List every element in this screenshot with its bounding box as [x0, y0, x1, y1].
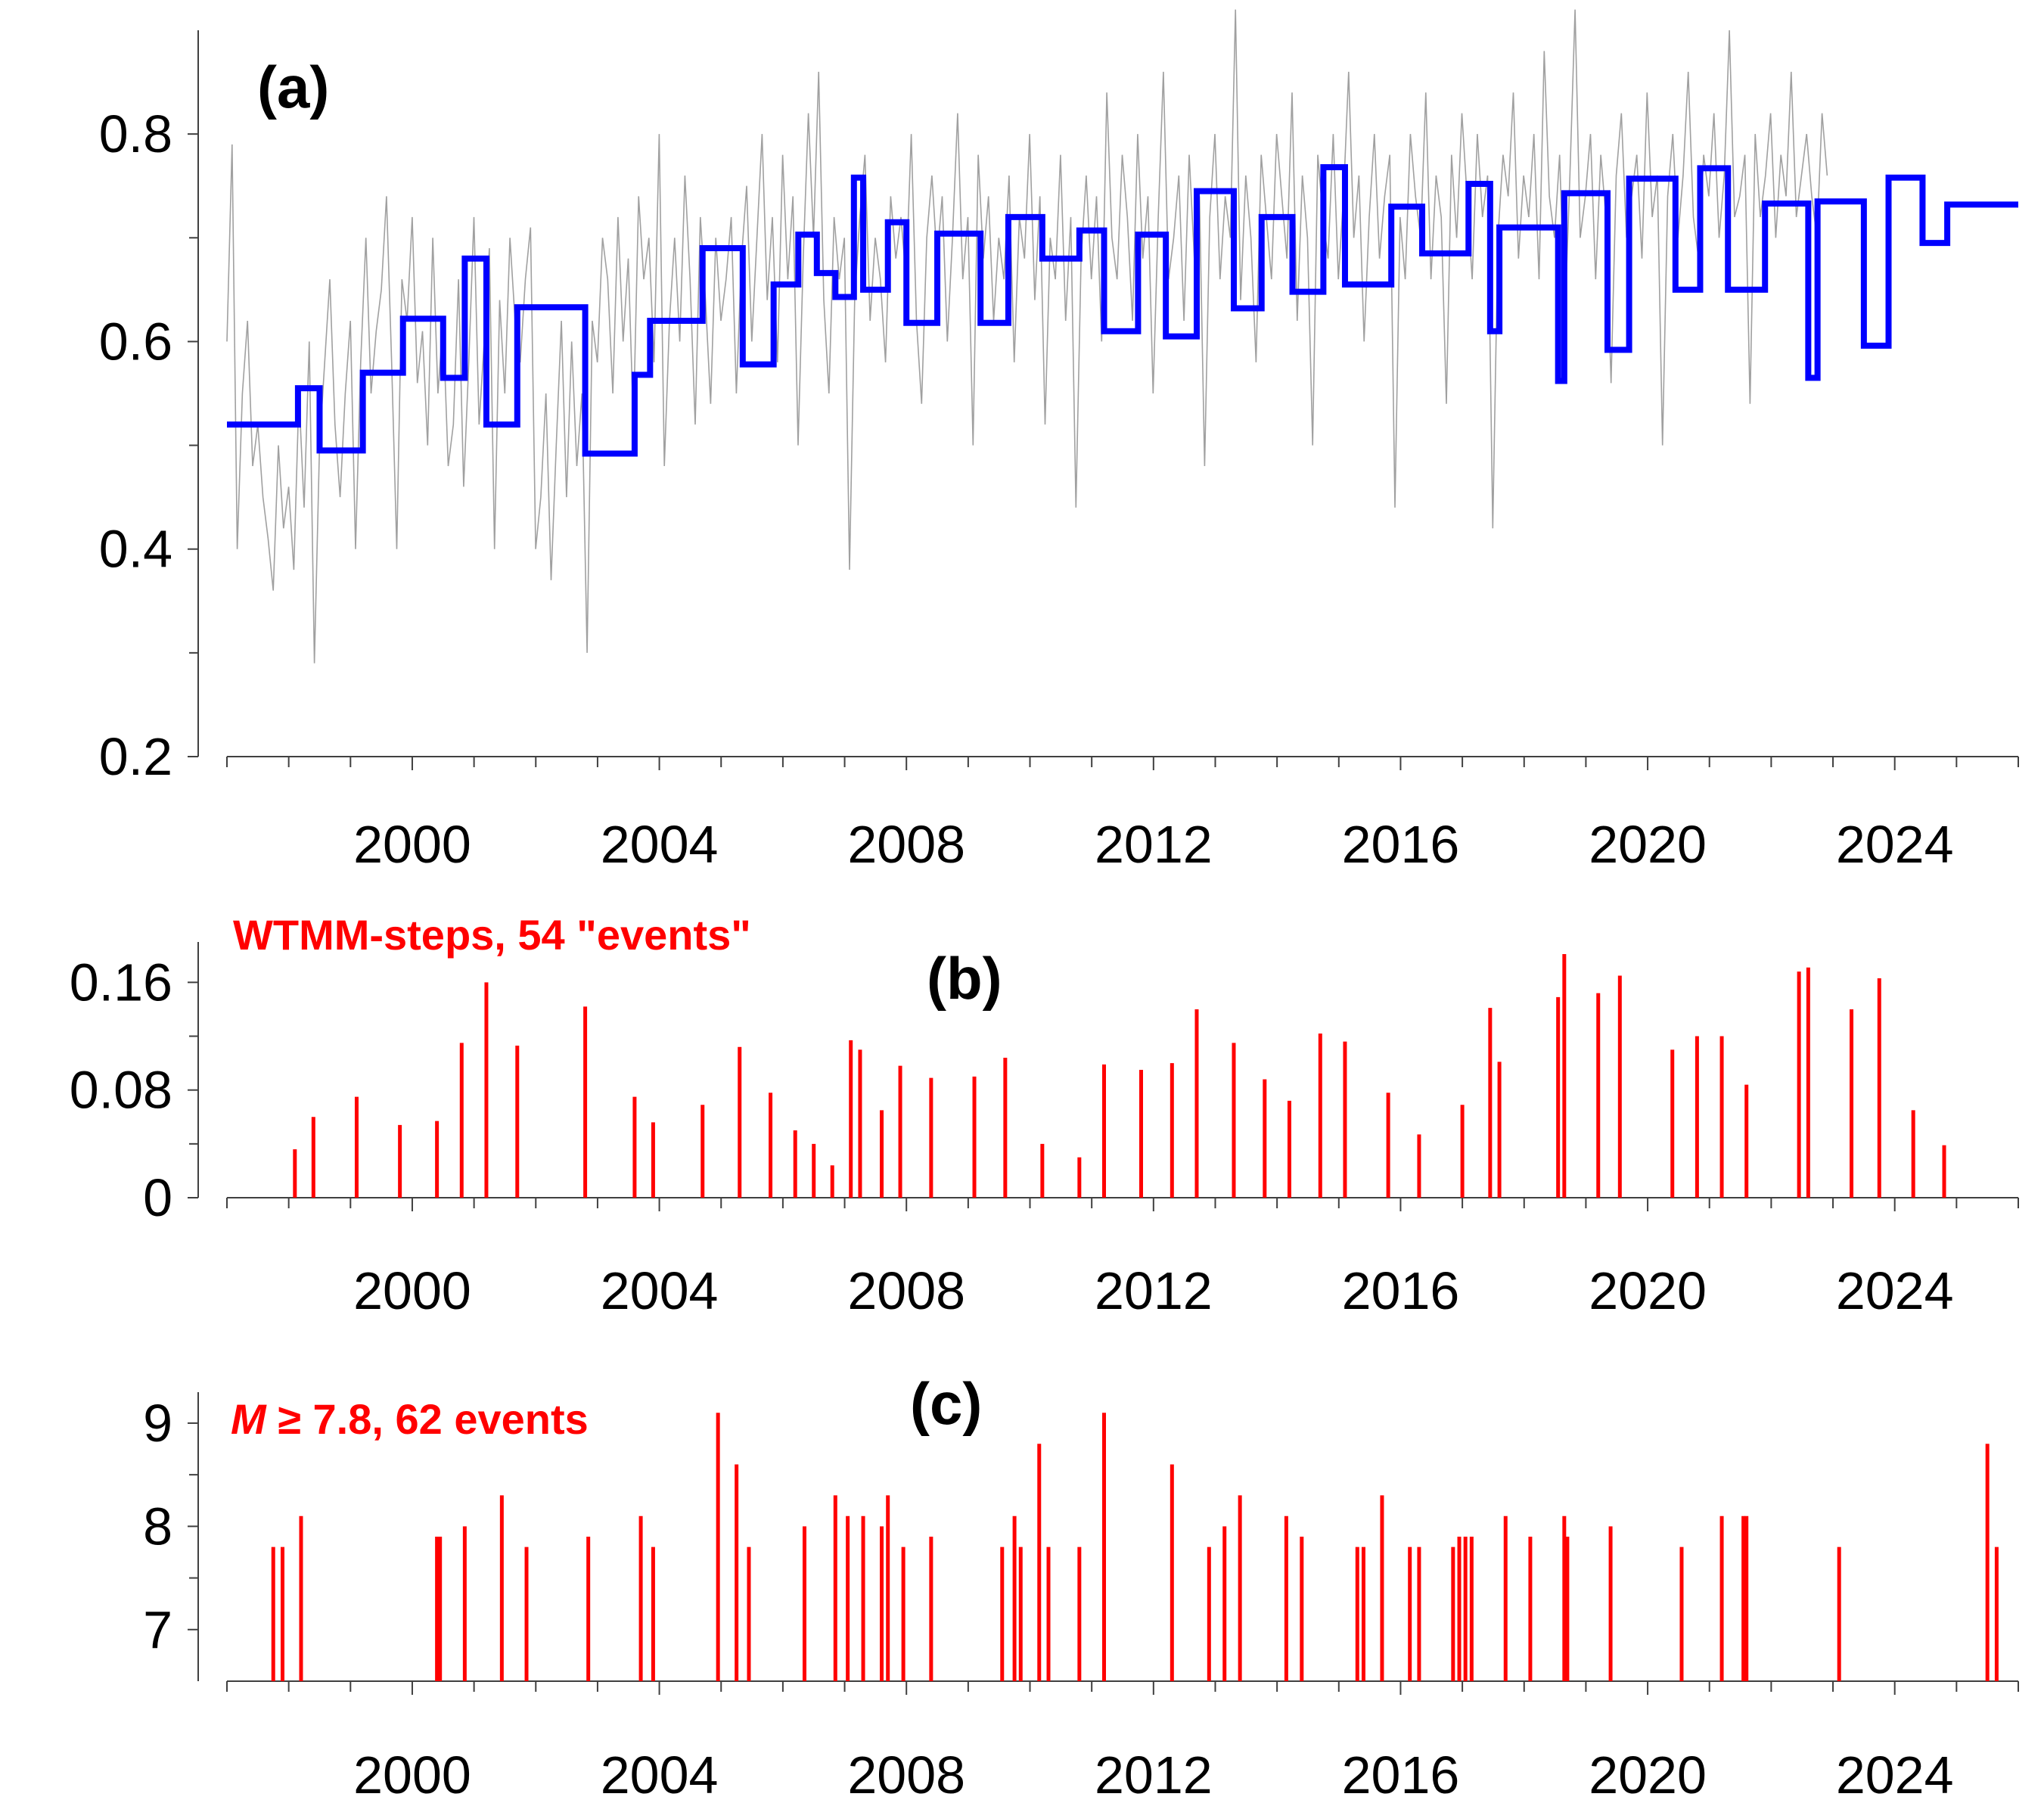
x-tick-label: 2008	[847, 1261, 965, 1320]
x-tick-label: 2012	[1095, 1745, 1213, 1803]
x-tick-label: 2016	[1342, 1261, 1460, 1320]
panel-b-bars	[293, 954, 1946, 1198]
y-tick-label: 9	[143, 1394, 172, 1453]
step-series-line	[227, 164, 2018, 457]
panel-c-bars	[271, 1413, 1999, 1681]
panel-a-axes: 2000 2004 2008 2012 2016 2020 2024 0.2 0.4 0.6 0.8	[99, 30, 2019, 874]
raw-series-line	[226, 9, 1828, 664]
x-tick-label: 2016	[1342, 1745, 1460, 1803]
x-tick-label: 2004	[601, 1261, 719, 1320]
x-tick-label: 2004	[601, 1745, 719, 1803]
x-tick-label: 2024	[1836, 1745, 1954, 1803]
panel-b-annotation: WTMM-steps, 54 "events"	[233, 911, 751, 959]
y-tick-label: 0.2	[99, 727, 172, 786]
panel-c-axes: 2000 2004 2008 2012 2016 2020 2024 7 8 9	[143, 1392, 2019, 1803]
panel-a-label: (a)	[257, 54, 329, 120]
x-tick-label: 2004	[601, 815, 719, 874]
panel-b-axes: 2000 2004 2008 2012 2016 2020 2024 0 0.08 0.16	[70, 942, 2019, 1320]
y-tick-label: 0.16	[70, 953, 172, 1012]
panel-b: 2000 2004 2008 2012 2016 2020 2024 0 0.08 0.16 WT…	[70, 911, 2019, 1320]
x-tick-label: 2020	[1589, 1745, 1707, 1803]
y-tick-label: 0	[143, 1168, 172, 1227]
x-tick-label: 2020	[1589, 1261, 1707, 1320]
panel-a-raw-series	[226, 9, 1828, 664]
panel-b-label: (b)	[927, 945, 1002, 1012]
y-tick-label: 8	[143, 1497, 172, 1556]
panel-c: 2000 2004 2008 2012 2016 2020 2024 7 8 9 M ≥ 7.8,…	[143, 1370, 2019, 1803]
x-tick-label: 2000	[353, 1745, 471, 1803]
x-tick-label: 2000	[353, 1261, 471, 1320]
y-tick-label: 0.6	[99, 312, 172, 371]
x-tick-label: 2008	[847, 1745, 965, 1803]
panel-c-annotation-text: ≥ 7.8, 62 events	[266, 1395, 589, 1443]
x-tick-label: 2024	[1836, 815, 1954, 874]
y-tick-label: 0.8	[99, 104, 172, 163]
x-tick-label: 2012	[1095, 1261, 1213, 1320]
panel-c-label: (c)	[910, 1370, 982, 1437]
x-tick-label: 2012	[1095, 815, 1213, 874]
x-tick-label: 2016	[1342, 815, 1460, 874]
panel-a: 2000 2004 2008 2012 2016 2020 2024 0.2 0.4 0.6 0.8…	[99, 9, 2019, 874]
x-tick-label: 2008	[847, 815, 965, 874]
y-tick-label: 7	[143, 1600, 172, 1659]
x-tick-label: 2020	[1589, 815, 1707, 874]
x-tick-label: 2000	[353, 815, 471, 874]
panel-a-step-series	[227, 164, 2018, 457]
x-tick-label: 2024	[1836, 1261, 1954, 1320]
panel-c-annotation-symbol: M	[231, 1395, 267, 1443]
panel-c-annotation: M ≥ 7.8, 62 events	[231, 1395, 589, 1443]
y-tick-label: 0.4	[99, 520, 172, 579]
y-tick-label: 0.08	[70, 1061, 172, 1120]
